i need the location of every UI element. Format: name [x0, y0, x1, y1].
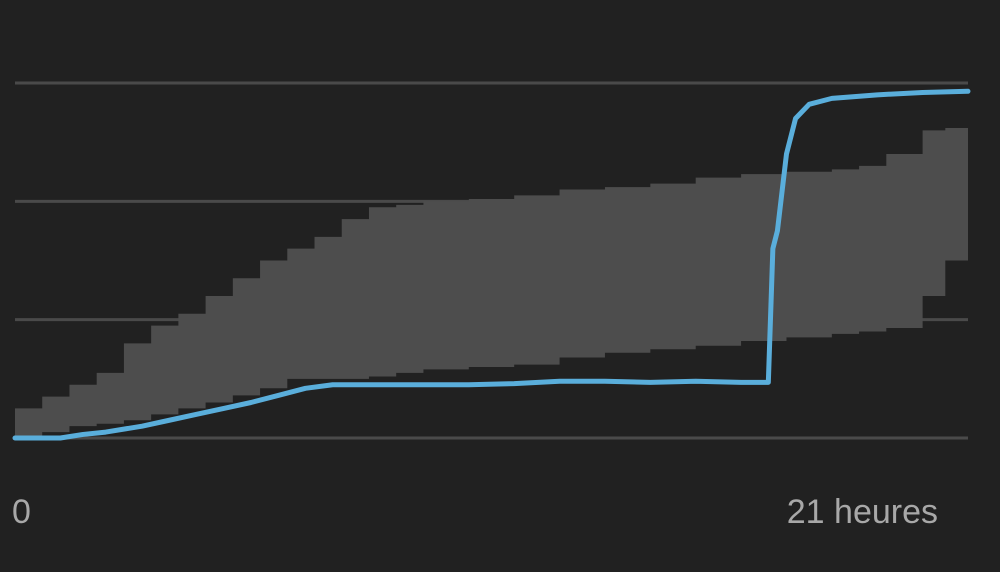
series-line	[12, 88, 971, 441]
range-band	[15, 126, 968, 439]
x-tick-label-end: 21 heures	[787, 493, 938, 531]
x-tick-label-start: 0	[12, 493, 31, 531]
